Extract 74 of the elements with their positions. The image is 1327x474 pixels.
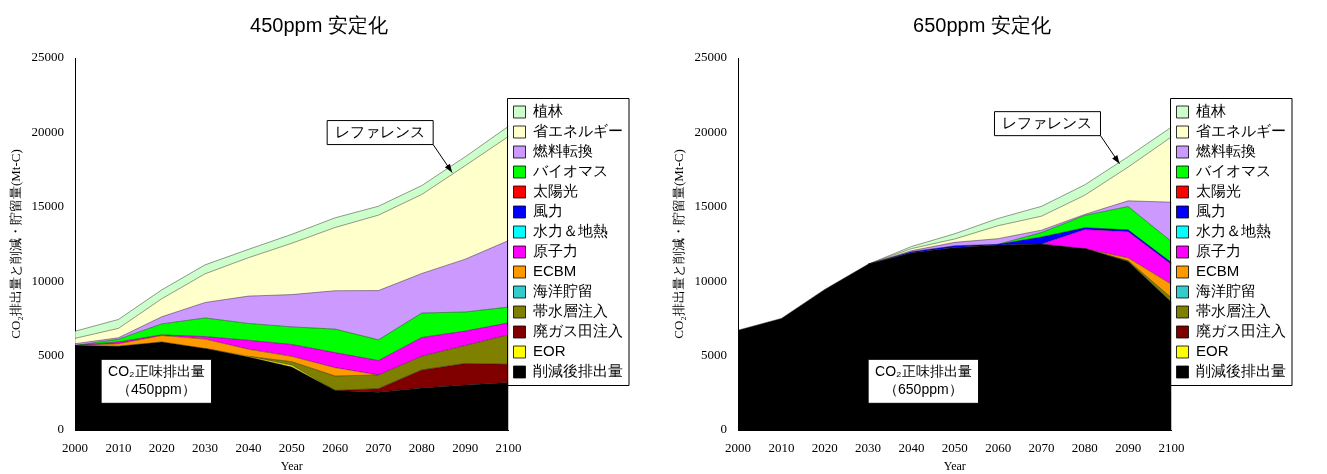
legend-label: 太陽光	[1196, 182, 1241, 200]
legend-label: 原子力	[1196, 242, 1241, 260]
legend-label: EOR	[533, 342, 566, 360]
x-tick-label: 2030	[855, 440, 882, 456]
y-tick-label: 10000	[694, 272, 728, 288]
x-axis-title: Year	[943, 458, 966, 473]
y-tick-label: 25000	[694, 49, 728, 65]
legend-label: ECBM	[533, 262, 577, 280]
y-tick-label: 15000	[694, 198, 728, 214]
legend-label: 太陽光	[533, 182, 578, 200]
y-tick-label: 0	[720, 421, 728, 437]
legend-label: バイオマス	[532, 162, 608, 180]
y-tick-label: 25000	[31, 49, 65, 65]
x-tick-label: 2040	[898, 440, 925, 456]
y-tick-label: 5000	[701, 347, 728, 363]
x-tick-label: 2100	[495, 440, 522, 456]
x-tick-label: 2060	[322, 440, 349, 456]
annotation: レファレンス	[1002, 113, 1093, 131]
x-tick-label: 2010	[768, 440, 795, 456]
chart-title: 650ppm 安定化	[913, 13, 1051, 36]
y-tick-label: 10000	[31, 272, 65, 288]
legend-label: 燃料転換	[533, 142, 593, 160]
y-axis-title: CO₂排出量と削減・貯留量(Mt-C)	[8, 149, 24, 339]
x-tick-label: 2090	[1115, 440, 1142, 456]
annotation: CO₂正味排出量	[875, 363, 972, 380]
legend-label: 帯水層注入	[533, 302, 608, 320]
legend-label: EOR	[1196, 342, 1229, 360]
annotation: （650ppm）	[884, 381, 963, 398]
x-tick-label: 2070	[1028, 440, 1055, 456]
legend-label: 削減後排出量	[1196, 362, 1286, 380]
legend-label: 海洋貯留	[533, 282, 593, 300]
annotation: （450ppm）	[117, 381, 196, 398]
legend-label: 省エネルギー	[533, 122, 623, 140]
legend-label: 植林	[1196, 102, 1226, 120]
legend-label: 原子力	[533, 242, 578, 260]
x-tick-label: 2000	[725, 440, 752, 456]
legend-label: 帯水層注入	[1196, 302, 1271, 320]
x-tick-label: 2080	[1071, 440, 1098, 456]
legend-label: 海洋貯留	[1196, 282, 1256, 300]
x-tick-label: 2050	[941, 440, 968, 456]
x-tick-label: 2070	[365, 440, 392, 456]
x-tick-label: 2060	[985, 440, 1012, 456]
annotation: CO₂正味排出量	[108, 363, 205, 380]
legend-label: 植林	[533, 102, 563, 120]
legend-label: 風力	[533, 202, 563, 220]
legend-label: 風力	[1196, 202, 1226, 220]
x-tick-label: 2020	[148, 440, 175, 456]
legend-label: 削減後排出量	[533, 362, 623, 380]
legend-label: 廃ガス田注入	[1196, 322, 1286, 340]
y-tick-label: 5000	[38, 347, 65, 363]
x-tick-label: 2030	[192, 440, 219, 456]
legend-label: 水力＆地熱	[533, 222, 608, 240]
legend-label: 廃ガス田注入	[533, 322, 623, 340]
x-axis-title: Year	[280, 458, 303, 473]
x-tick-label: 2040	[235, 440, 262, 456]
y-tick-label: 15000	[31, 198, 65, 214]
annotation: レファレンス	[335, 122, 426, 140]
x-tick-label: 2100	[1158, 440, 1185, 456]
x-tick-label: 2050	[278, 440, 305, 456]
legend-label: ECBM	[1196, 262, 1240, 280]
legend-label: バイオマス	[1195, 162, 1271, 180]
legend-label: 省エネルギー	[1196, 122, 1286, 140]
x-tick-label: 2000	[62, 440, 89, 456]
x-tick-label: 2010	[105, 440, 132, 456]
y-axis-title: CO₂排出量と削減・貯留量(Mt-C)	[671, 149, 687, 339]
x-tick-label: 2020	[811, 440, 838, 456]
y-tick-label: 0	[57, 421, 65, 437]
x-tick-label: 2090	[452, 440, 479, 456]
legend-label: 燃料転換	[1196, 142, 1256, 160]
y-tick-label: 20000	[694, 123, 728, 139]
legend-label: 水力＆地熱	[1196, 222, 1271, 240]
x-tick-label: 2080	[408, 440, 435, 456]
y-tick-label: 20000	[31, 123, 65, 139]
chart-title: 450ppm 安定化	[250, 13, 388, 36]
